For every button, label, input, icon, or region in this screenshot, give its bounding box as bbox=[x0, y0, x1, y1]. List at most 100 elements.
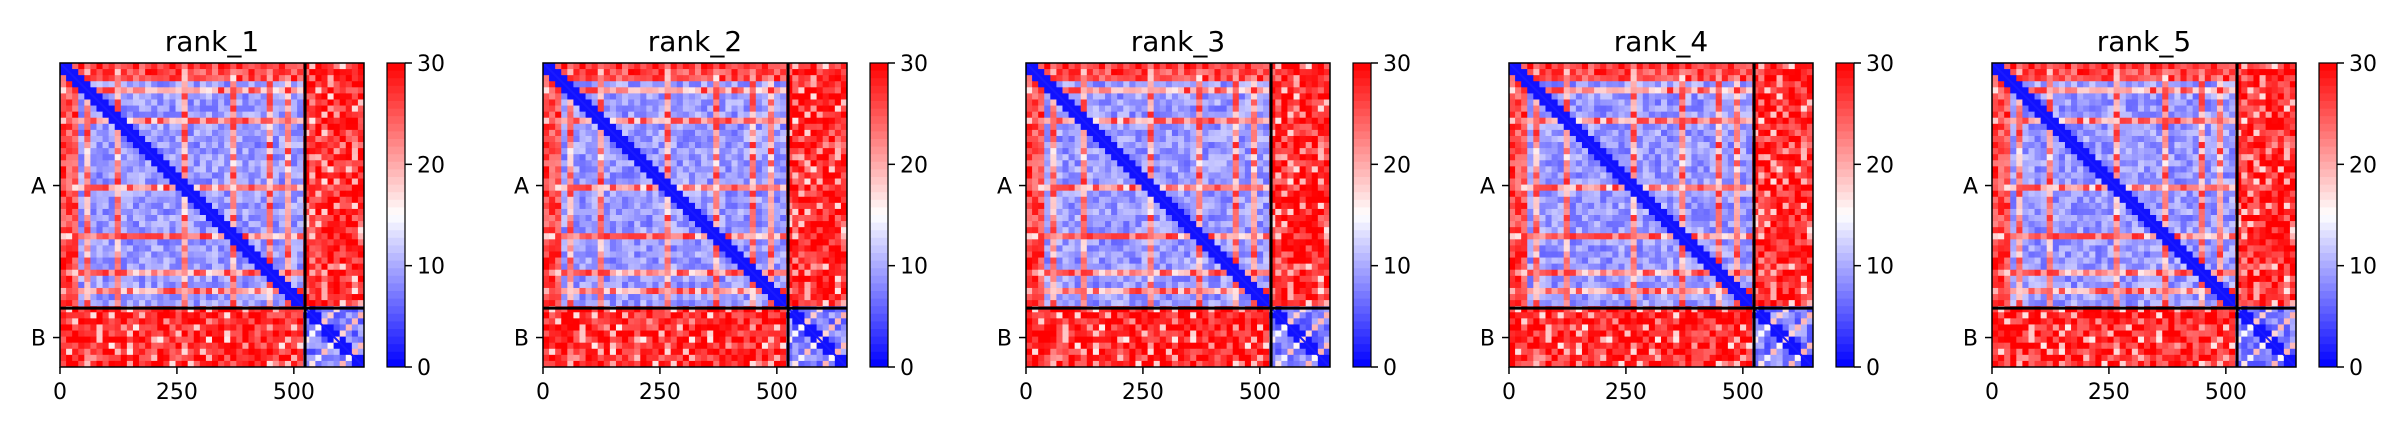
heatmap-cell bbox=[744, 106, 750, 112]
heatmap-cell bbox=[242, 264, 248, 270]
heatmap-cell bbox=[701, 294, 707, 300]
heatmap-cell bbox=[194, 337, 200, 343]
heatmap-cell bbox=[640, 324, 646, 330]
heatmap-cell bbox=[543, 87, 549, 93]
heatmap-cell bbox=[579, 324, 585, 330]
heatmap-cell bbox=[255, 349, 261, 355]
heatmap-cell bbox=[267, 203, 273, 209]
heatmap-cell bbox=[811, 124, 817, 130]
heatmap-cell bbox=[750, 331, 756, 337]
heatmap-cell bbox=[804, 106, 810, 112]
heatmap-cell bbox=[677, 355, 683, 361]
heatmap-cell bbox=[182, 130, 188, 136]
heatmap-cell bbox=[334, 93, 340, 99]
heatmap-cell bbox=[188, 63, 194, 69]
heatmap-cell bbox=[768, 75, 774, 81]
heatmap-cell bbox=[109, 99, 115, 105]
heatmap-cell bbox=[163, 337, 169, 343]
heatmap-cell bbox=[139, 215, 145, 221]
heatmap-cell bbox=[665, 300, 671, 306]
heatmap-cell bbox=[115, 148, 121, 154]
colorbar-segment bbox=[387, 124, 405, 132]
heatmap-cell bbox=[139, 251, 145, 257]
heatmap-cell bbox=[707, 282, 713, 288]
heatmap-cell bbox=[145, 209, 151, 215]
heatmap-cell bbox=[133, 148, 139, 154]
heatmap-cell bbox=[182, 245, 188, 251]
heatmap-cell bbox=[567, 282, 573, 288]
heatmap-cell bbox=[604, 233, 610, 239]
heatmap-cell bbox=[90, 172, 96, 178]
heatmap-cell bbox=[242, 203, 248, 209]
heatmap-cell bbox=[103, 233, 109, 239]
heatmap-cell bbox=[90, 154, 96, 160]
heatmap-cell bbox=[133, 331, 139, 337]
heatmap-cell bbox=[823, 69, 829, 75]
heatmap-cell bbox=[731, 258, 737, 264]
heatmap-cell bbox=[750, 300, 756, 306]
heatmap-cell bbox=[230, 185, 236, 191]
heatmap-cell bbox=[634, 63, 640, 69]
heatmap-cell bbox=[610, 142, 616, 148]
heatmap-cell bbox=[72, 81, 78, 87]
heatmap-cell bbox=[255, 227, 261, 233]
heatmap-cell bbox=[573, 312, 579, 318]
heatmap-cell bbox=[543, 118, 549, 124]
heatmap-cell bbox=[604, 112, 610, 118]
heatmap-cell bbox=[628, 331, 634, 337]
heatmap-cell bbox=[683, 294, 689, 300]
heatmap-cell bbox=[713, 172, 719, 178]
heatmap-cell bbox=[90, 142, 96, 148]
heatmap-cell bbox=[230, 349, 236, 355]
heatmap-cell bbox=[84, 312, 90, 318]
heatmap-cell bbox=[103, 318, 109, 324]
heatmap-cell bbox=[242, 112, 248, 118]
heatmap-cell bbox=[774, 99, 780, 105]
heatmap-cell bbox=[285, 355, 291, 361]
heatmap-cell bbox=[194, 227, 200, 233]
heatmap-cell bbox=[829, 93, 835, 99]
heatmap-cell bbox=[224, 343, 230, 349]
heatmap-cell bbox=[713, 227, 719, 233]
heatmap-cell bbox=[151, 197, 157, 203]
heatmap-cell bbox=[817, 63, 823, 69]
heatmap-cell bbox=[163, 191, 169, 197]
heatmap-cell bbox=[121, 197, 127, 203]
heatmap-cell bbox=[291, 172, 297, 178]
heatmap-cell bbox=[659, 221, 665, 227]
heatmap-cell bbox=[346, 93, 352, 99]
heatmap-cell bbox=[586, 112, 592, 118]
heatmap-cell bbox=[677, 154, 683, 160]
heatmap-cell bbox=[695, 154, 701, 160]
heatmap-cell bbox=[261, 93, 267, 99]
heatmap-cell bbox=[352, 203, 358, 209]
heatmap-cell bbox=[60, 166, 66, 172]
heatmap-cell bbox=[549, 197, 555, 203]
heatmap-cell bbox=[555, 99, 561, 105]
heatmap-cell bbox=[744, 245, 750, 251]
heatmap-cell bbox=[701, 69, 707, 75]
heatmap-cell bbox=[115, 87, 121, 93]
heatmap-cell bbox=[285, 124, 291, 130]
heatmap-cell bbox=[586, 215, 592, 221]
heatmap-cell bbox=[352, 136, 358, 142]
heatmap-cell bbox=[248, 258, 254, 264]
heatmap-cell bbox=[677, 343, 683, 349]
heatmap-cell bbox=[719, 215, 725, 221]
heatmap-cell bbox=[756, 93, 762, 99]
heatmap-cell bbox=[291, 130, 297, 136]
heatmap-cell bbox=[145, 343, 151, 349]
heatmap-cell bbox=[340, 130, 346, 136]
heatmap-cell bbox=[151, 300, 157, 306]
heatmap-cell bbox=[133, 160, 139, 166]
heatmap-cell bbox=[817, 251, 823, 257]
heatmap-cell bbox=[689, 239, 695, 245]
heatmap-cell bbox=[780, 239, 786, 245]
heatmap-cell bbox=[279, 294, 285, 300]
heatmap-cell bbox=[242, 300, 248, 306]
heatmap-cell bbox=[291, 343, 297, 349]
heatmap-cell bbox=[309, 160, 315, 166]
heatmap-cell bbox=[725, 197, 731, 203]
heatmap-cell bbox=[182, 331, 188, 337]
heatmap-cell bbox=[561, 331, 567, 337]
